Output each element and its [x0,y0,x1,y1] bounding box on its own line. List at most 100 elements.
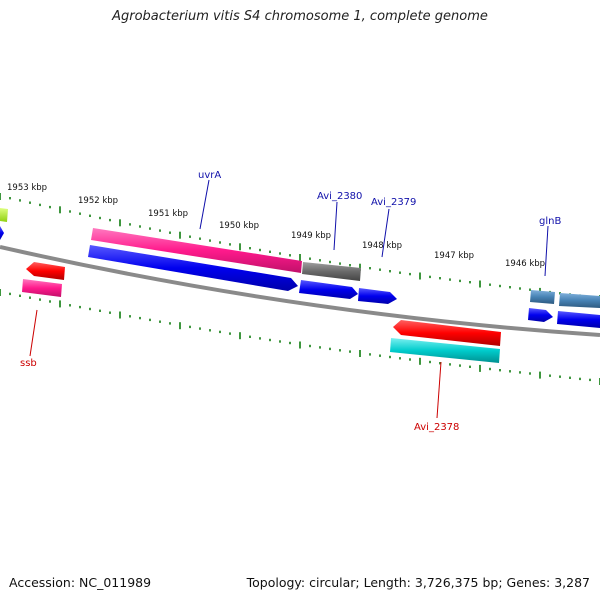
minor-tick [159,320,161,323]
minor-tick [99,309,101,312]
minor-tick [309,257,311,260]
leader-line-avi2379 [381,208,390,258]
feature-lime[interactable] [0,208,8,222]
feature-steel[interactable] [559,293,600,308]
gene-arrow[interactable] [557,311,600,328]
minor-tick [229,332,231,335]
map-title: Agrobacterium vitis S4 chromosome 1, com… [112,9,488,24]
minor-tick [459,279,461,283]
gene-arrow-avi2380[interactable] [299,280,358,299]
tick-label: 1953 kbp [7,183,47,193]
minor-tick [519,287,521,290]
gene-label-avi2379[interactable]: Avi_2379 [371,197,416,208]
minor-tick [99,216,101,220]
minor-tick [259,248,261,252]
minor-tick [309,344,311,348]
leader-line-ssb [29,309,38,357]
minor-tick [39,203,41,207]
feature-cyan-avi2378[interactable] [390,338,500,363]
gene-arrow-uvra[interactable] [88,245,298,291]
minor-tick [189,235,191,238]
minor-tick [89,307,91,311]
gene-label-ssb[interactable]: ssb [20,358,37,369]
minor-tick [149,227,151,230]
major-tick [0,289,1,296]
minor-tick [209,329,211,332]
major-tick [119,311,121,319]
tick-label: 1947 kbp [434,251,474,261]
minor-tick [269,250,271,253]
minor-tick [499,369,501,372]
gene-label-glnb[interactable]: glnB [539,216,561,227]
major-tick [419,272,421,280]
minor-tick [29,201,31,204]
minor-tick [349,350,351,353]
gene-arrow[interactable] [0,226,4,240]
minor-tick [199,237,201,240]
minor-tick [389,270,391,273]
minor-tick [369,353,371,356]
minor-tick [159,229,161,232]
minor-tick [219,241,221,244]
minor-tick [579,377,581,381]
minor-tick [429,360,431,364]
minor-tick [459,364,461,367]
minor-tick [69,210,71,213]
gene-label-uvra[interactable]: uvrA [198,170,221,181]
minor-tick [409,272,411,276]
minor-tick [519,371,521,374]
reverse-genes [22,262,501,363]
minor-tick [79,212,81,215]
minor-tick [49,205,51,209]
major-tick [539,371,541,379]
minor-tick [489,367,491,371]
minor-tick [439,277,441,280]
minor-tick [499,284,501,288]
major-tick [239,243,241,251]
minor-tick [529,288,531,291]
minor-tick [109,218,111,222]
tick-label: 1951 kbp [148,209,188,219]
tick-label: 1952 kbp [78,196,118,206]
major-tick [479,280,481,288]
minor-tick [569,376,571,379]
feature-gray-avi2380[interactable] [302,262,361,281]
gene-arrow-avi2378[interactable] [393,320,501,346]
minor-tick [549,374,551,377]
major-tick [59,206,61,214]
major-tick [239,332,241,340]
minor-tick [39,298,41,301]
gene-arrow-glnb[interactable] [528,308,553,322]
minor-tick [379,354,381,357]
leader-line-uvra [199,179,210,230]
minor-tick [469,365,471,368]
gene-label-avi2380[interactable]: Avi_2380 [317,191,362,202]
leader-line-glnb [544,225,549,277]
minor-tick [49,300,51,303]
feature-magenta-ssb[interactable] [22,279,62,297]
minor-tick [249,335,251,338]
minor-tick [129,315,131,318]
minor-tick [169,231,171,234]
minor-tick [389,355,391,359]
major-tick [359,350,361,357]
minor-tick [409,358,411,361]
minor-tick [289,254,291,257]
minor-tick [449,278,451,281]
major-tick [299,254,301,261]
minor-tick [139,225,141,228]
gene-arrow-ssb[interactable] [26,262,65,280]
minor-tick [89,214,91,217]
gene-label-avi2378[interactable]: Avi_2378 [414,422,459,433]
feature-magenta-uvra[interactable] [91,228,302,273]
minor-tick [279,252,281,255]
major-tick [59,300,61,308]
minor-tick [139,316,141,320]
feature-steel-glnb[interactable] [530,290,555,304]
gene-arrow-avi2379[interactable] [358,288,397,304]
minor-tick [399,271,401,274]
minor-tick [289,341,291,345]
minor-tick [9,292,11,296]
